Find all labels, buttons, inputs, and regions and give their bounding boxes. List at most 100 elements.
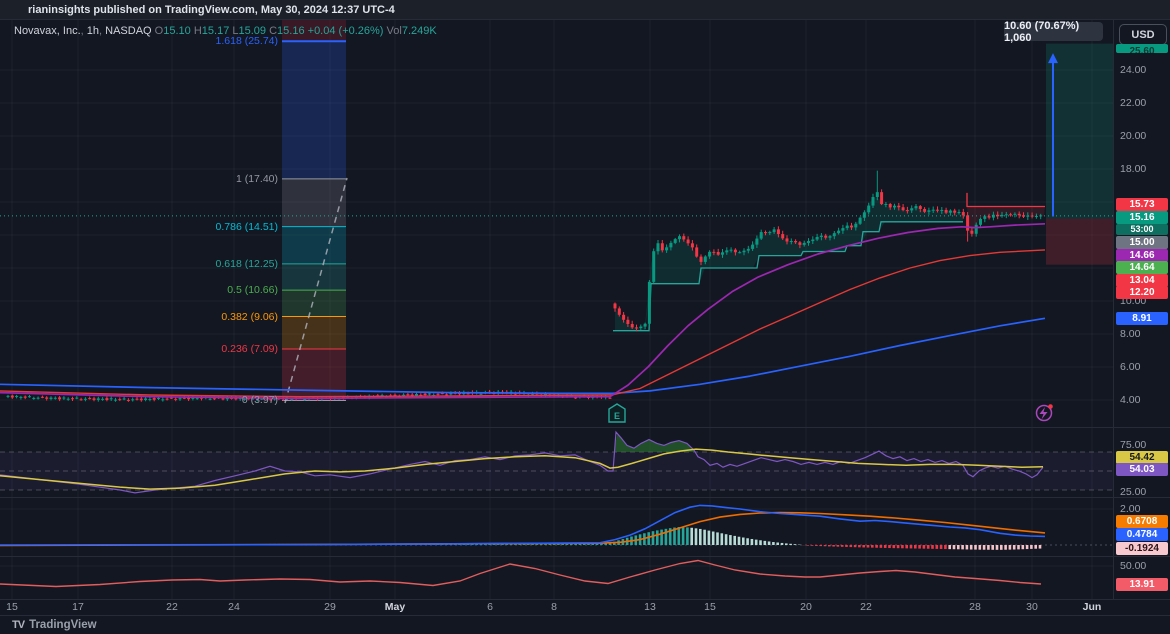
high-value: 15.17 [201, 25, 230, 37]
candle-body [901, 207, 905, 211]
trailing-stop-red-line[interactable] [966, 192, 1045, 208]
macd-histogram-bar [471, 544, 474, 545]
change-value: +0.04 (+0.26%) [307, 25, 384, 37]
candle-body [931, 209, 935, 211]
macd-histogram-bar [574, 543, 577, 545]
macd-histogram-bar [578, 543, 582, 545]
macd-histogram-bar [789, 543, 792, 545]
rsi-ma-line[interactable] [0, 448, 1044, 490]
candle-body [759, 232, 763, 239]
price-label-chip: 15.73 [1116, 197, 1168, 211]
macd-signal-line[interactable] [0, 511, 1046, 547]
symbol-name[interactable]: Novavax, Inc. [14, 25, 81, 37]
time-axis-tick[interactable]: Jun [1082, 601, 1102, 613]
candle-body [1013, 213, 1017, 215]
candle-body [815, 236, 819, 240]
candle-body [682, 236, 686, 240]
candle-body [436, 393, 440, 395]
price-axis-tick: 20.00 [1120, 130, 1147, 142]
candle-body [781, 234, 785, 239]
candle-body [569, 395, 573, 397]
candle-body [652, 251, 656, 282]
rsi-axis-tick: 75.00 [1120, 439, 1147, 451]
time-axis-tick[interactable]: 15 [704, 601, 716, 613]
fib-band [282, 226, 346, 264]
time-axis-tick[interactable]: 22 [166, 601, 178, 613]
exchange: NASDAQ [105, 25, 152, 37]
candle-body [914, 206, 918, 209]
price-axis-tick: 4.00 [1120, 394, 1141, 406]
time-axis-tick[interactable]: 22 [860, 601, 872, 613]
trailing-stop-green-fill [615, 197, 963, 331]
time-axis-tick[interactable]: 20 [800, 601, 812, 613]
candle-body [427, 393, 431, 395]
macd-pane[interactable] [0, 504, 1113, 550]
flash-icon[interactable] [1035, 404, 1053, 422]
candle-body [40, 396, 44, 398]
time-axis-tick[interactable]: 15 [6, 601, 18, 613]
rsi-pane[interactable] [0, 430, 1113, 494]
interval[interactable]: 1h [86, 25, 100, 37]
price-label-chip: 15.00 [1116, 235, 1168, 249]
tradingview-logo-icon[interactable]: TV [12, 619, 25, 631]
candle-body [789, 240, 793, 242]
macd-histogram-bar [699, 528, 702, 545]
price-label-chip: 14.66 [1116, 248, 1168, 262]
tradingview-logo-text[interactable]: TradingView [29, 619, 97, 631]
candle-body [114, 399, 117, 401]
earnings-icon[interactable] [608, 403, 626, 423]
macd-histogram-bar [845, 545, 848, 547]
candle-body [268, 398, 272, 400]
low-value: 15.09 [238, 25, 267, 37]
time-axis-tick[interactable]: 6 [487, 601, 493, 613]
long-position-profit-box[interactable] [1046, 43, 1113, 219]
red-mid-ma[interactable] [0, 249, 1046, 398]
time-axis-tick[interactable]: 30 [1026, 601, 1038, 613]
macd-histogram-bar [488, 544, 491, 545]
candle-body [165, 398, 169, 400]
time-axis-tick[interactable]: 29 [324, 601, 336, 613]
macd-histogram-bar [987, 545, 990, 550]
macd-histogram-bar [677, 527, 681, 545]
candle-body [10, 395, 14, 398]
symbol-ohlc-bar[interactable]: Novavax, Inc., 1h, NASDAQ O15.10 H15.17 … [14, 25, 437, 37]
macd-histogram-bar [582, 543, 586, 545]
main-price-pane[interactable]: E [0, 20, 1113, 423]
candle-body [49, 397, 53, 399]
fib-level-label: 0.618 (12.25) [215, 257, 278, 270]
time-axis-tick[interactable]: 13 [644, 601, 656, 613]
candle-body [729, 249, 733, 251]
time-axis-tick[interactable]: 28 [969, 601, 981, 613]
time-axis-tick[interactable]: 8 [551, 601, 557, 613]
long-position-loss-box[interactable] [1046, 218, 1113, 265]
candle-body [832, 233, 836, 237]
macd-line[interactable] [0, 504, 1046, 546]
candle-body [174, 398, 178, 400]
macd-histogram-bar [785, 543, 788, 545]
time-axis-tick[interactable]: May [384, 601, 406, 613]
macd-histogram-bar [475, 544, 478, 545]
candle-body [910, 208, 914, 211]
rsi-line[interactable] [0, 430, 1044, 494]
adx-pane[interactable] [0, 559, 1113, 588]
macd-histogram-bar [875, 545, 878, 548]
currency-toggle-button[interactable]: USD [1119, 24, 1167, 45]
candle-body [764, 232, 767, 234]
fib-trend-line[interactable] [284, 177, 348, 404]
time-axis-tick[interactable]: 24 [228, 601, 240, 613]
macd-histogram-bar [849, 545, 853, 548]
purple-fast-ma[interactable] [0, 222, 1046, 400]
candle-body [290, 398, 294, 400]
adx-line[interactable] [0, 559, 1042, 588]
macd-histogram-bar [548, 544, 552, 545]
time-axis-tick[interactable]: 17 [72, 601, 84, 613]
candle-body [139, 398, 143, 401]
fib-band [282, 316, 346, 350]
candle-body [1017, 213, 1021, 216]
trailing-stop-green-line[interactable] [613, 221, 963, 332]
candle-body [225, 397, 229, 400]
macd-histogram-bar [673, 527, 676, 545]
macd-histogram-bar [939, 545, 943, 549]
blue-slow-ma[interactable] [0, 317, 1046, 395]
